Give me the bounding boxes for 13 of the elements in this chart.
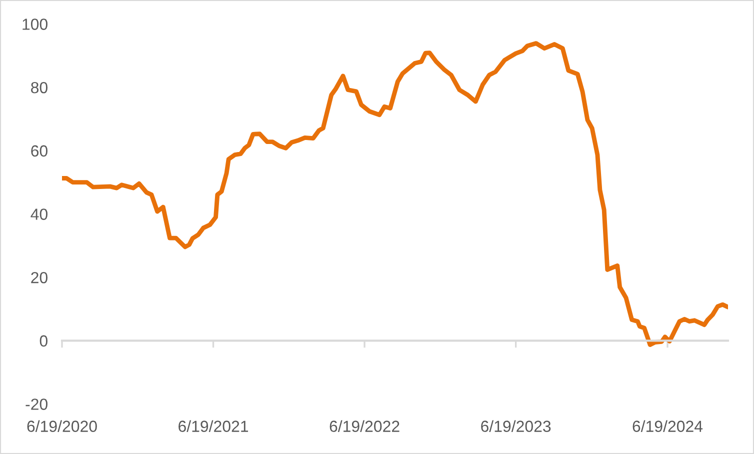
y-tick-label: 20	[31, 272, 48, 284]
y-tick-label: 0	[40, 335, 48, 347]
x-tick-label: 6/19/2023	[481, 420, 551, 432]
y-tick-label: -20	[26, 398, 48, 410]
x-tick-label: 6/19/2021	[178, 420, 248, 432]
y-tick-label: 60	[31, 145, 48, 157]
x-tick-label: 6/19/2022	[330, 420, 400, 432]
line-series	[62, 41, 728, 348]
y-tick-label: 100	[22, 18, 48, 30]
x-tick-label: 6/19/2020	[27, 420, 97, 432]
y-tick-label: 40	[30, 208, 48, 220]
y-tick-label: 80	[31, 82, 48, 94]
x-tick-label: 6/19/2024	[632, 420, 703, 432]
